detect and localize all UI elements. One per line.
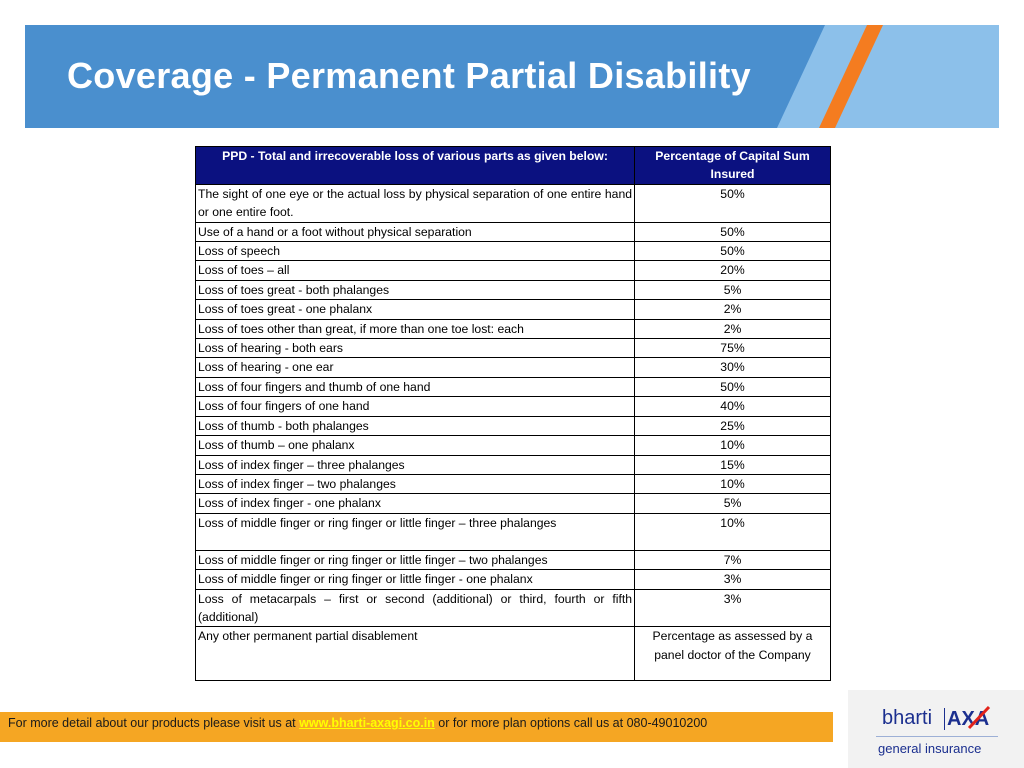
row-description: The sight of one eye or the actual loss … <box>195 183 635 223</box>
column-header-description: PPD - Total and irrecoverable loss of va… <box>195 146 635 185</box>
banner-orange-stripe <box>819 25 883 128</box>
row-percentage: 2% <box>634 299 831 320</box>
table-row: Loss of four fingers and thumb of one ha… <box>195 376 831 398</box>
page-title: Coverage - Permanent Partial Disability <box>67 55 751 96</box>
row-description: Loss of toes great - both phalanges <box>195 279 635 301</box>
row-description: Loss of toes great - one phalanx <box>195 299 635 320</box>
table-row: Any other permanent partial disablement P… <box>195 626 831 682</box>
row-description: Loss of index finger - one phalanx <box>195 493 635 514</box>
table-row: Loss of hearing - both ears 75% <box>195 338 831 359</box>
bharti-axa-logo: bharti AXA general insurance <box>848 690 1024 768</box>
table-row: The sight of one eye or the actual loss … <box>195 183 831 223</box>
logo-divider <box>944 708 945 730</box>
row-description: Loss of toes – all <box>195 260 635 281</box>
row-percentage: 25% <box>634 415 831 437</box>
ppd-coverage-table: PPD - Total and irrecoverable loss of va… <box>195 146 831 682</box>
row-description: Loss of metacarpals – first or second (a… <box>195 588 635 628</box>
website-link[interactable]: www.bharti-axagi.co.in <box>299 716 435 730</box>
logo-partner-text: AXA <box>947 708 989 730</box>
row-description: Loss of hearing - one ear <box>195 357 635 378</box>
table-row: Loss of thumb - both phalanges 25% <box>195 415 831 437</box>
row-percentage: 75% <box>634 338 831 359</box>
axa-red-slash <box>967 705 991 730</box>
row-percentage: 10% <box>634 512 831 551</box>
row-description: Loss of thumb – one phalanx <box>195 435 635 456</box>
row-percentage: 15% <box>634 454 831 475</box>
row-percentage: 50% <box>634 241 831 262</box>
table-row: Loss of middle finger or ring finger or … <box>195 549 831 571</box>
table-row: Loss of thumb – one phalanx 10% <box>195 435 831 456</box>
logo-tagline: general insurance <box>878 741 981 756</box>
row-description: Use of a hand or a foot without physical… <box>195 221 635 243</box>
banner-light-panel <box>777 25 999 128</box>
footer-phone-text: or for more plan options call us at 080-… <box>438 716 708 730</box>
row-percentage: 5% <box>634 493 831 514</box>
logo-rule <box>876 736 998 737</box>
row-percentage: 10% <box>634 435 831 456</box>
row-percentage: 50% <box>634 221 831 243</box>
row-percentage: 50% <box>634 183 831 223</box>
column-header-percentage: Percentage of Capital Sum Insured <box>634 146 831 185</box>
table-row: Loss of middle finger or ring finger or … <box>195 569 831 590</box>
table-row: Loss of four fingers of one hand 40% <box>195 396 831 417</box>
table-row: Loss of toes great - both phalanges 5% <box>195 279 831 301</box>
row-percentage: 7% <box>634 549 831 571</box>
logo-brand-text: bharti <box>882 707 932 729</box>
table-row: Loss of speech 50% <box>195 241 831 262</box>
table-row: Loss of index finger – two phalanges 10% <box>195 473 831 495</box>
row-description: Loss of index finger – three phalanges <box>195 454 635 475</box>
row-description: Loss of middle finger or ring finger or … <box>195 512 635 551</box>
row-description: Loss of toes other than great, if more t… <box>195 318 635 340</box>
row-percentage: 50% <box>634 376 831 398</box>
row-description: Loss of thumb - both phalanges <box>195 415 635 437</box>
table-row: Loss of toes – all 20% <box>195 260 831 281</box>
table-row: Loss of hearing - one ear 30% <box>195 357 831 378</box>
row-percentage: 5% <box>634 279 831 301</box>
table-row: Loss of index finger - one phalanx 5% <box>195 493 831 514</box>
row-percentage: 3% <box>634 569 831 590</box>
table-row: Loss of middle finger or ring finger or … <box>195 512 831 551</box>
table-row: Loss of toes other than great, if more t… <box>195 318 831 340</box>
row-percentage: Percentage as assessed by a panel doctor… <box>634 626 831 682</box>
logo-graphic: bharti AXA general insurance <box>876 705 998 756</box>
title-banner: Coverage - Permanent Partial Disability <box>25 25 999 128</box>
footer-contact-bar: For more detail about our products pleas… <box>0 712 833 742</box>
table-header-row: PPD - Total and irrecoverable loss of va… <box>195 146 831 185</box>
banner-decoration <box>777 25 999 128</box>
row-description: Loss of four fingers and thumb of one ha… <box>195 376 635 398</box>
table-row: Loss of index finger – three phalanges 15… <box>195 454 831 475</box>
table-row: Loss of metacarpals – first or second (a… <box>195 588 831 628</box>
row-percentage: 40% <box>634 396 831 417</box>
row-percentage: 10% <box>634 473 831 495</box>
table-row: Use of a hand or a foot without physical… <box>195 221 831 243</box>
row-description: Loss of index finger – two phalanges <box>195 473 635 495</box>
row-description: Loss of speech <box>195 241 635 262</box>
row-description: Any other permanent partial disablement <box>195 626 635 682</box>
row-percentage: 30% <box>634 357 831 378</box>
row-percentage: 20% <box>634 260 831 281</box>
table-row: Loss of toes great - one phalanx 2% <box>195 299 831 320</box>
row-description: Loss of middle finger or ring finger or … <box>195 569 635 590</box>
footer-intro-text: For more detail about our products pleas… <box>8 716 296 730</box>
row-description: Loss of four fingers of one hand <box>195 396 635 417</box>
row-description: Loss of middle finger or ring finger or … <box>195 549 635 571</box>
row-percentage: 2% <box>634 318 831 340</box>
row-percentage: 3% <box>634 588 831 628</box>
row-description: Loss of hearing - both ears <box>195 338 635 359</box>
